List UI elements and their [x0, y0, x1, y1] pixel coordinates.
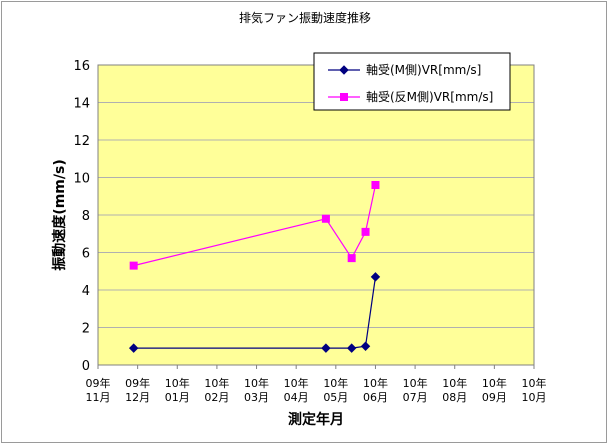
data-point-diamond	[346, 343, 357, 353]
data-point-diamond	[321, 343, 331, 353]
x-axis-ticks: 09年11月09年12月10年01月10年02月10年03月10年04月10年0…	[86, 365, 547, 404]
x-tick-label-year: 09年	[125, 376, 150, 390]
y-tick-label: 0	[82, 359, 90, 374]
x-tick-label-year: 10年	[442, 376, 467, 390]
x-tick-label-month: 07月	[403, 391, 428, 404]
x-tick-label-month: 08月	[442, 391, 467, 404]
y-axis-ticks: 0 2 4 6 8 10 12 14 16	[73, 59, 90, 374]
legend-items: 軸受(M側)VR[mm/s] 軸受(反M側)VR[mm/s]	[328, 63, 493, 104]
x-tick-label-month: 02月	[204, 391, 229, 404]
y-tick-label: 4	[82, 284, 90, 299]
x-tick-label-year: 10年	[482, 376, 507, 390]
y-axis-label: 振動速度(mm/s)	[51, 159, 68, 270]
x-tick-label-year: 10年	[284, 376, 309, 390]
data-point-square	[371, 181, 380, 189]
x-tick-label-month: 10月	[522, 391, 547, 404]
x-tick-label-month: 03月	[244, 391, 269, 404]
y-tick-label: 10	[73, 172, 90, 187]
y-tick-label: 12	[73, 134, 90, 149]
legend-item-1: 軸受(M側)VR[mm/s]	[328, 63, 481, 77]
x-tick-label-year: 10年	[363, 376, 388, 390]
x-tick-label-year: 10年	[522, 376, 547, 390]
data-point-square	[340, 93, 348, 101]
y-tick-label: 2	[82, 322, 90, 337]
data-point-square	[361, 227, 370, 236]
x-tick-label-year: 10年	[165, 376, 190, 390]
x-tick-label-month: 11月	[86, 391, 111, 404]
x-axis-label: 測定年月	[288, 411, 344, 428]
x-tick-label-month: 04月	[284, 391, 309, 404]
x-tick-label-year: 09年	[86, 376, 111, 390]
y-tick-label: 14	[73, 97, 90, 112]
x-tick-label-year: 10年	[244, 376, 269, 390]
chart-title: 排気ファン振動速度推移	[239, 10, 371, 25]
x-tick-label-month: 09月	[482, 391, 507, 404]
data-point-square	[129, 261, 138, 270]
x-tick-label-month: 06月	[363, 391, 388, 404]
legend-label: 軸受(反M側)VR[mm/s]	[366, 90, 493, 104]
data-point-diamond	[339, 65, 349, 75]
x-tick-label-month: 01月	[165, 391, 190, 404]
legend-label: 軸受(M側)VR[mm/s]	[366, 63, 481, 77]
series-1	[128, 272, 381, 353]
x-tick-label-year: 10年	[323, 376, 348, 390]
data-point-diamond	[360, 341, 371, 351]
data-point-square	[321, 214, 330, 223]
x-tick-label-year: 10年	[403, 376, 428, 390]
series-group	[128, 181, 381, 353]
x-tick-label-month: 05月	[323, 391, 348, 404]
legend: 軸受(M側)VR[mm/s] 軸受(反M側)VR[mm/s]	[313, 52, 511, 111]
x-tick-label-month: 12月	[125, 391, 150, 404]
data-point-diamond	[128, 343, 139, 353]
data-point-square	[347, 254, 356, 263]
x-tick-label-year: 10年	[204, 376, 229, 390]
series-2	[129, 181, 380, 270]
data-point-diamond	[370, 272, 381, 282]
legend-item-2: 軸受(反M側)VR[mm/s]	[328, 90, 493, 104]
y-tick-label: 8	[82, 209, 90, 224]
y-tick-label: 6	[82, 247, 90, 262]
y-tick-label: 16	[73, 59, 90, 74]
